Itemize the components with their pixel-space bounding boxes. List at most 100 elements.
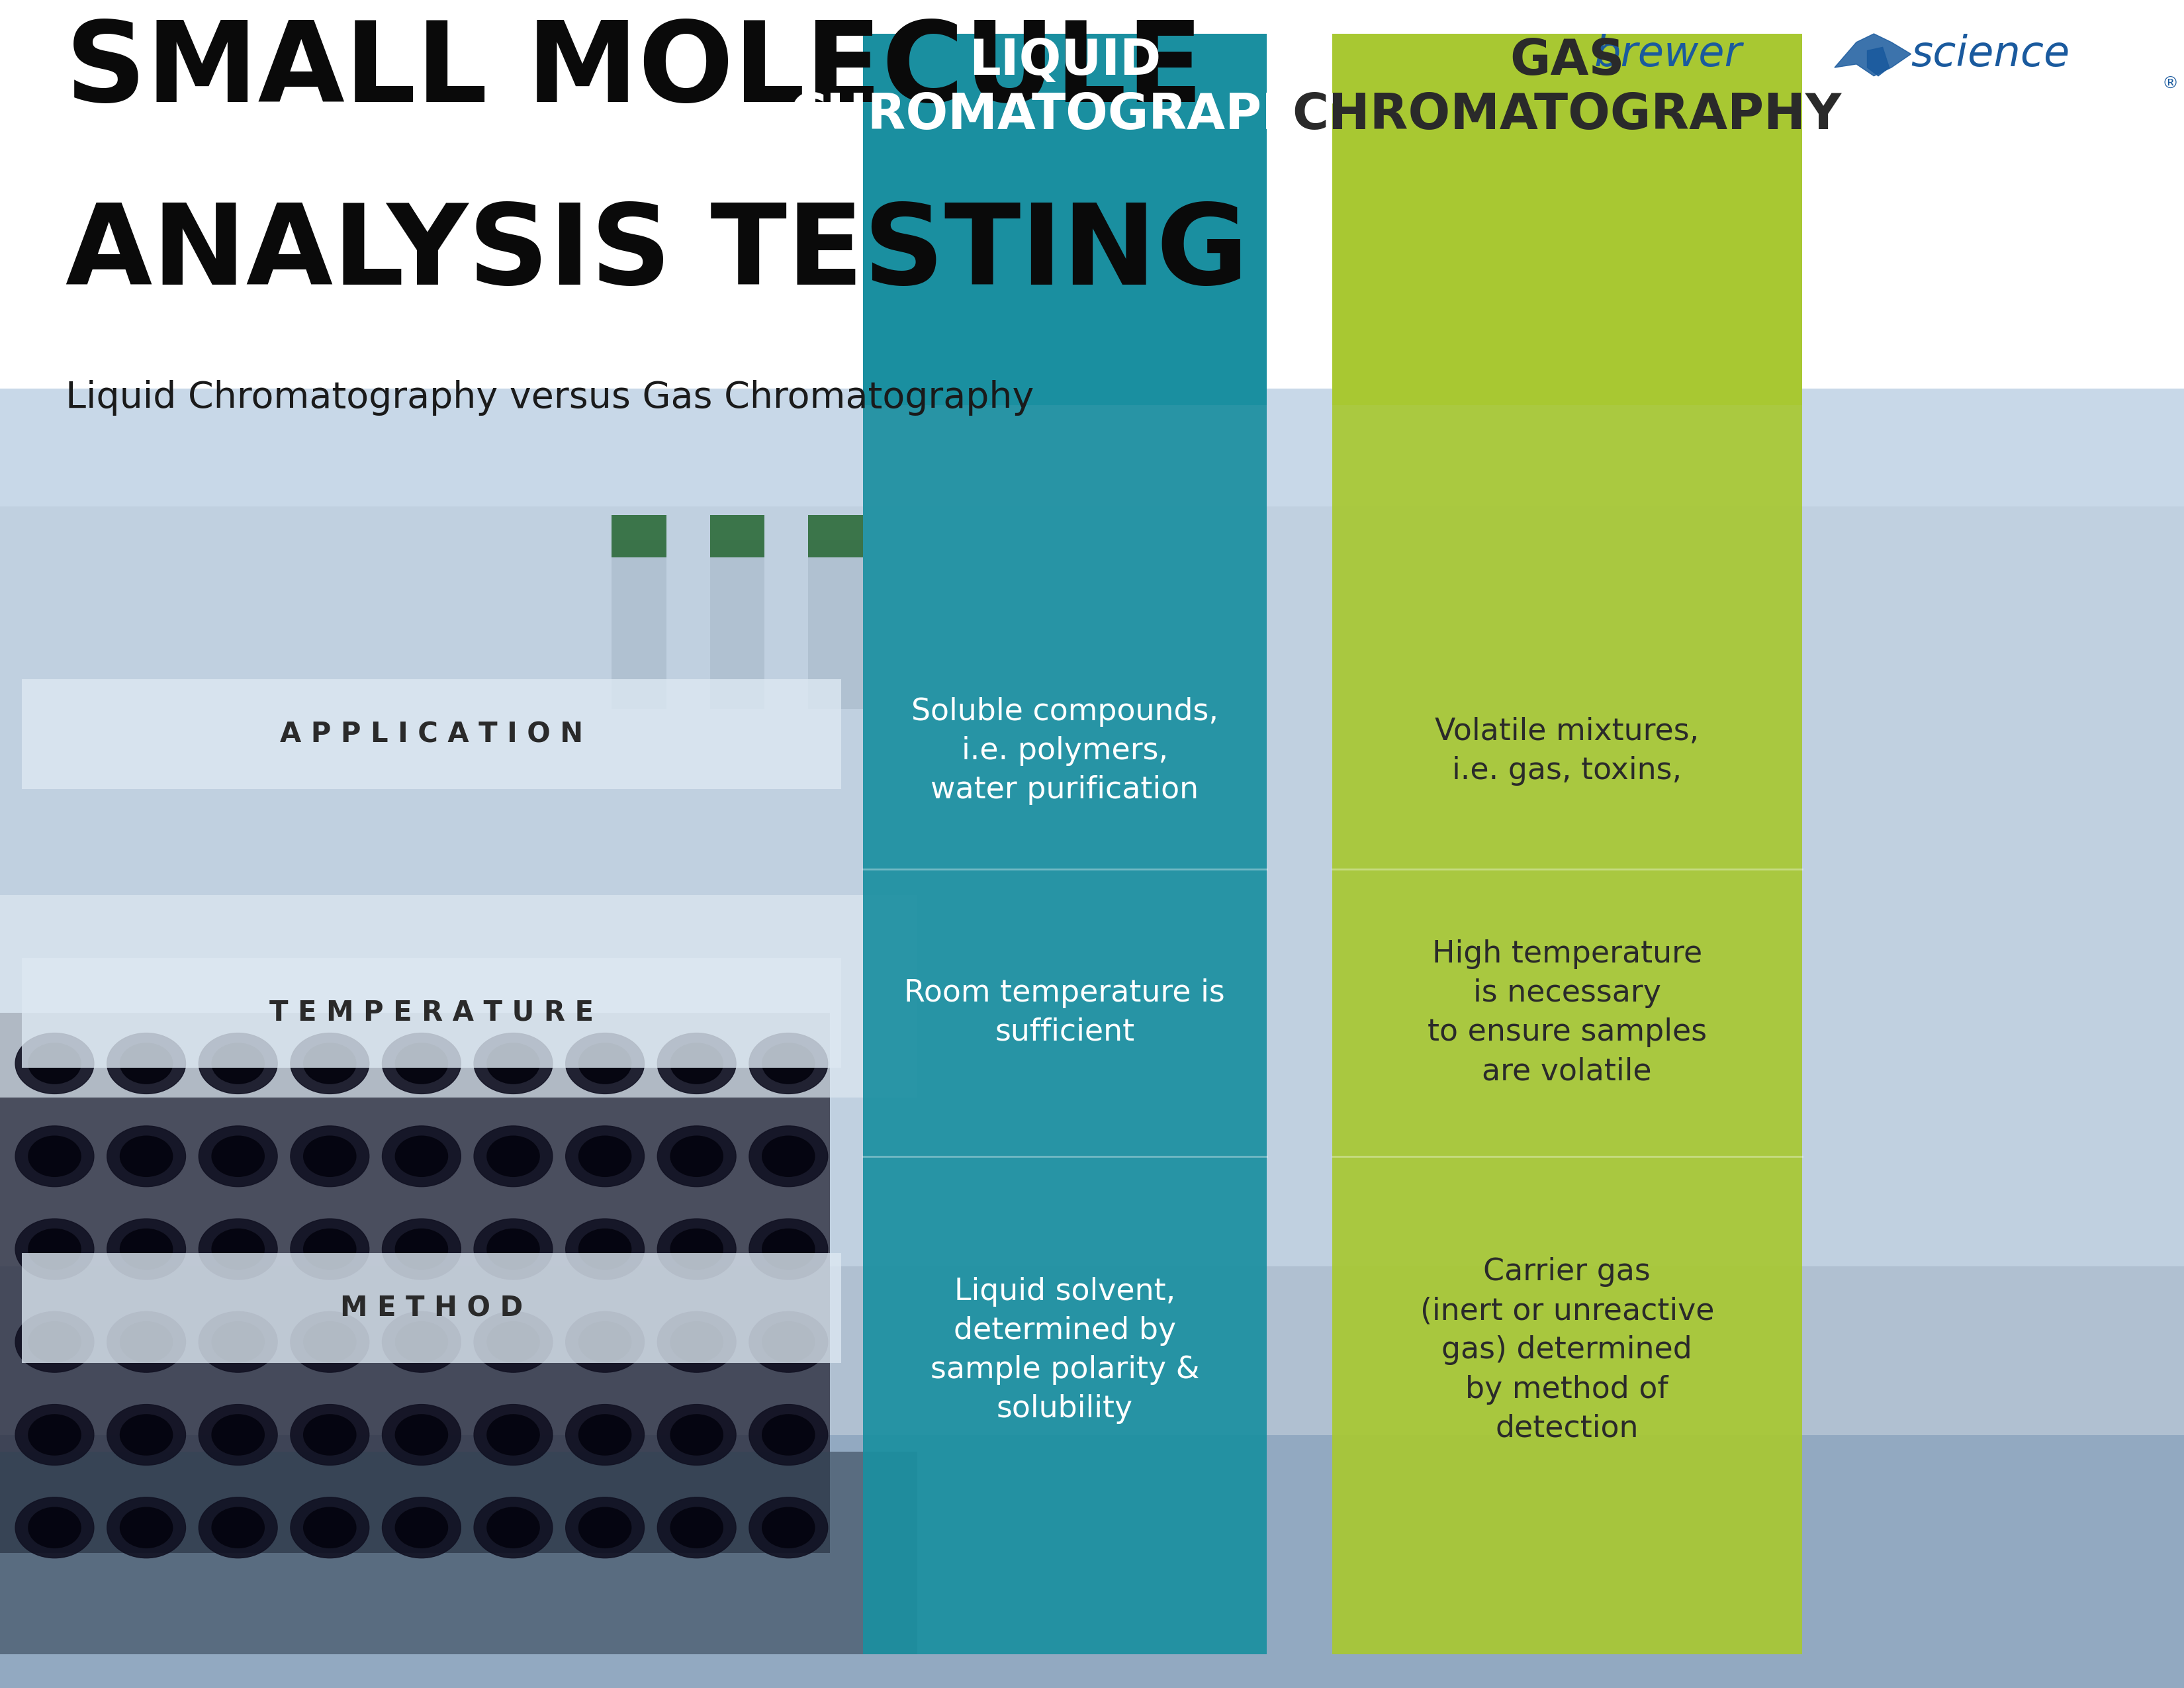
Circle shape — [212, 1322, 264, 1362]
Text: Liquid solvent,
determined by
sample polarity &
solubility: Liquid solvent, determined by sample pol… — [930, 1276, 1199, 1425]
Circle shape — [199, 1219, 277, 1280]
Circle shape — [120, 1229, 173, 1269]
Text: science: science — [1911, 34, 2070, 74]
FancyBboxPatch shape — [710, 515, 764, 557]
Circle shape — [212, 1507, 264, 1548]
FancyBboxPatch shape — [710, 540, 764, 709]
Circle shape — [382, 1404, 461, 1465]
Circle shape — [566, 1312, 644, 1372]
Circle shape — [15, 1497, 94, 1558]
Circle shape — [749, 1404, 828, 1465]
Circle shape — [395, 1322, 448, 1362]
Circle shape — [657, 1404, 736, 1465]
Circle shape — [15, 1033, 94, 1094]
Text: M E T H O D: M E T H O D — [341, 1295, 522, 1322]
Circle shape — [382, 1033, 461, 1094]
Circle shape — [290, 1312, 369, 1372]
Text: Liquid Chromatography versus Gas Chromatography: Liquid Chromatography versus Gas Chromat… — [66, 380, 1033, 415]
Circle shape — [107, 1126, 186, 1187]
FancyBboxPatch shape — [612, 540, 666, 709]
Circle shape — [199, 1497, 277, 1558]
Circle shape — [28, 1136, 81, 1177]
Circle shape — [15, 1219, 94, 1280]
Circle shape — [487, 1043, 539, 1084]
Circle shape — [120, 1507, 173, 1548]
Circle shape — [290, 1033, 369, 1094]
Circle shape — [749, 1219, 828, 1280]
Circle shape — [474, 1497, 553, 1558]
Circle shape — [290, 1126, 369, 1187]
Text: High temperature
is necessary
to ensure samples
are volatile: High temperature is necessary to ensure … — [1428, 939, 1706, 1087]
Circle shape — [107, 1033, 186, 1094]
Circle shape — [762, 1043, 815, 1084]
FancyBboxPatch shape — [0, 388, 2184, 1688]
Circle shape — [657, 1033, 736, 1094]
Circle shape — [28, 1507, 81, 1548]
Circle shape — [762, 1322, 815, 1362]
Circle shape — [212, 1229, 264, 1269]
Circle shape — [199, 1404, 277, 1465]
Circle shape — [290, 1404, 369, 1465]
Circle shape — [762, 1136, 815, 1177]
Circle shape — [579, 1136, 631, 1177]
Circle shape — [212, 1136, 264, 1177]
Circle shape — [487, 1229, 539, 1269]
FancyBboxPatch shape — [0, 1266, 2184, 1688]
FancyBboxPatch shape — [863, 388, 1267, 1654]
FancyBboxPatch shape — [0, 895, 917, 1097]
Circle shape — [749, 1126, 828, 1187]
Circle shape — [474, 1404, 553, 1465]
FancyBboxPatch shape — [0, 1452, 917, 1654]
Circle shape — [290, 1497, 369, 1558]
Circle shape — [487, 1415, 539, 1455]
Circle shape — [199, 1126, 277, 1187]
Circle shape — [749, 1312, 828, 1372]
Circle shape — [304, 1043, 356, 1084]
FancyBboxPatch shape — [1332, 388, 1802, 1654]
Circle shape — [566, 1404, 644, 1465]
Circle shape — [657, 1312, 736, 1372]
Circle shape — [762, 1229, 815, 1269]
Circle shape — [566, 1219, 644, 1280]
Circle shape — [657, 1497, 736, 1558]
Circle shape — [304, 1136, 356, 1177]
Circle shape — [566, 1497, 644, 1558]
FancyBboxPatch shape — [808, 515, 863, 557]
Circle shape — [670, 1415, 723, 1455]
Circle shape — [15, 1312, 94, 1372]
Circle shape — [566, 1033, 644, 1094]
Circle shape — [395, 1415, 448, 1455]
Text: SMALL MOLECULE: SMALL MOLECULE — [66, 17, 1203, 125]
Circle shape — [657, 1126, 736, 1187]
Circle shape — [670, 1229, 723, 1269]
Circle shape — [670, 1043, 723, 1084]
Circle shape — [762, 1507, 815, 1548]
Circle shape — [670, 1507, 723, 1548]
Circle shape — [395, 1136, 448, 1177]
Circle shape — [487, 1322, 539, 1362]
Text: Soluble compounds,
i.e. polymers,
water purification: Soluble compounds, i.e. polymers, water … — [911, 697, 1219, 805]
FancyBboxPatch shape — [0, 1435, 2184, 1688]
FancyBboxPatch shape — [612, 515, 666, 557]
Circle shape — [382, 1219, 461, 1280]
Circle shape — [395, 1507, 448, 1548]
Circle shape — [670, 1136, 723, 1177]
Circle shape — [107, 1219, 186, 1280]
Text: A P P L I C A T I O N: A P P L I C A T I O N — [280, 721, 583, 748]
Circle shape — [670, 1322, 723, 1362]
Circle shape — [28, 1415, 81, 1455]
Circle shape — [15, 1404, 94, 1465]
Circle shape — [382, 1312, 461, 1372]
Circle shape — [304, 1229, 356, 1269]
Polygon shape — [1835, 34, 1911, 76]
Circle shape — [28, 1229, 81, 1269]
FancyBboxPatch shape — [1332, 34, 1802, 405]
Circle shape — [762, 1415, 815, 1455]
Circle shape — [107, 1497, 186, 1558]
Circle shape — [657, 1219, 736, 1280]
Circle shape — [304, 1322, 356, 1362]
Circle shape — [579, 1322, 631, 1362]
FancyBboxPatch shape — [0, 0, 2184, 388]
Circle shape — [212, 1043, 264, 1084]
FancyBboxPatch shape — [22, 957, 841, 1067]
